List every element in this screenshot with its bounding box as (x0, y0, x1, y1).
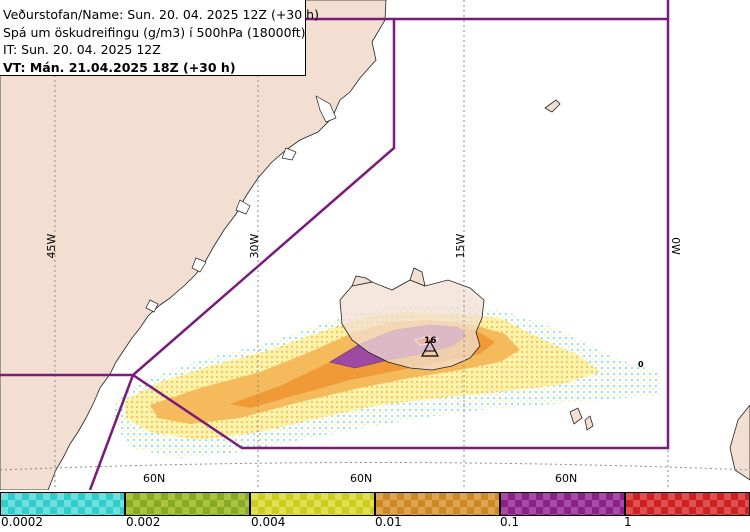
legend-label-2: 0.004 (251, 515, 286, 529)
lon-label-15w: 15W (454, 233, 467, 258)
small-value-label: 0 (638, 360, 644, 369)
source-value-label: 16 (424, 336, 437, 346)
legend-swatch-cyan (0, 492, 125, 516)
greenland-landmass (0, 0, 387, 490)
iceland-outline (339, 279, 485, 371)
forecast-parameter-line: Spá um öskudreifingu (g/m3) í 500hPa (18… (3, 24, 306, 40)
legend-label-0: 0.0002 (1, 515, 43, 529)
lon-label-45w: 45W (45, 233, 58, 258)
initial-time-line: IT: Sun. 20. 04. 2025 12Z (3, 42, 161, 57)
lat-label-60n-center: 60N (350, 472, 372, 485)
legend-label-3: 0.01 (375, 515, 402, 529)
legend-swatch-purple (500, 492, 625, 516)
legend-label-4: 0.1 (500, 515, 520, 529)
east-edge-land (729, 404, 750, 481)
greenland-coast-detail (145, 95, 337, 313)
jan-mayen-island (544, 99, 561, 113)
legend-swatch-orange (375, 492, 500, 516)
ash-dispersion-map: 16 0 45W 30W 15W 0W 60N 60N 60N (0, 0, 750, 490)
forecast-origin-line: Veðurstofan/Name: Sun. 20. 04. 2025 12Z … (3, 7, 319, 22)
lat-label-60n-left: 60N (143, 472, 165, 485)
lon-label-0w: 0W (669, 237, 682, 255)
legend-swatch-green (125, 492, 250, 516)
lat-label-60n-right: 60N (555, 472, 577, 485)
legend-label-1: 0.002 (126, 515, 161, 529)
legend-swatch-red (625, 492, 750, 516)
faroe-islands (569, 407, 594, 431)
forecast-info-box: Veðurstofan/Name: Sun. 20. 04. 2025 12Z … (0, 0, 319, 76)
legend-label-5: 1 (624, 515, 632, 529)
volcano-source-marker (421, 339, 439, 357)
forecast-domain-boundary (0, 0, 670, 490)
concentration-legend (0, 490, 750, 532)
legend-swatch-yellow (250, 492, 375, 516)
iceland-north-peninsula (351, 267, 426, 287)
valid-time-line: VT: Mán. 21.04.2025 18Z (+30 h) (3, 59, 236, 75)
lon-label-30w: 30W (248, 233, 261, 258)
